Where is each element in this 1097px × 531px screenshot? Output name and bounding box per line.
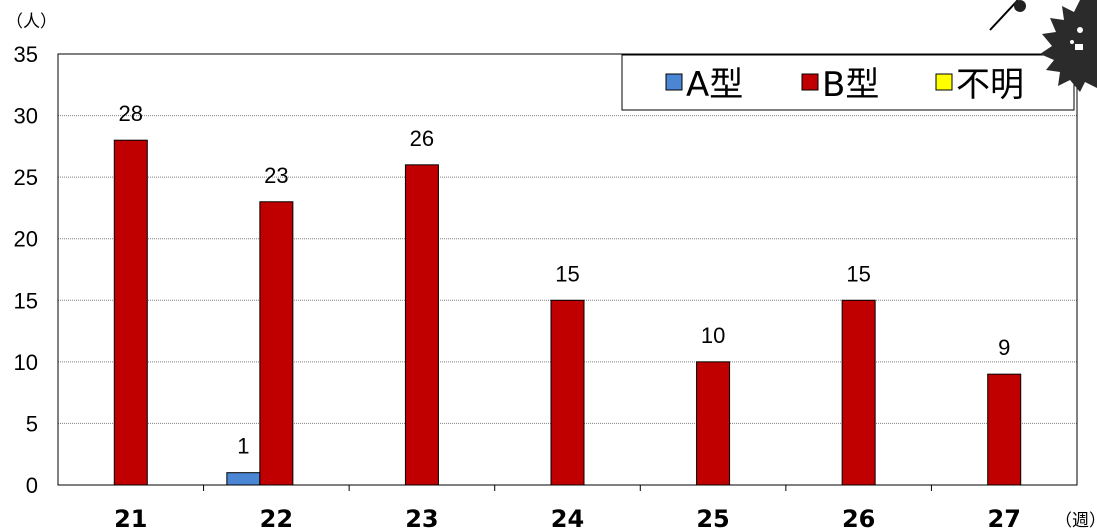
- bar: [404, 164, 439, 486]
- y-tick-label: 5: [26, 411, 38, 436]
- x-tick-label: 22: [260, 505, 293, 531]
- y-tick-label: 35: [14, 42, 38, 67]
- bar: [259, 201, 294, 486]
- x-tick-label: 27: [988, 505, 1021, 531]
- data-label: 28: [119, 101, 143, 126]
- bar: [113, 139, 148, 486]
- data-label: 23: [264, 163, 288, 188]
- bar: [550, 299, 585, 486]
- mascot-illustration: [989, 0, 1097, 92]
- bar: [987, 373, 1022, 486]
- data-label: 15: [846, 261, 870, 286]
- x-tick-label: 24: [551, 505, 584, 531]
- legend-swatch-a: [665, 73, 683, 91]
- x-axis-unit-label: （週）: [1055, 511, 1097, 531]
- data-label: 10: [701, 323, 725, 348]
- x-tick-label: 21: [114, 505, 147, 531]
- legend-label-unknown: 不明: [956, 65, 1024, 105]
- legend: A型 B型 不明: [621, 54, 1075, 111]
- legend-item-a: A型: [665, 65, 743, 105]
- y-axis-unit-label: （人）: [6, 12, 57, 32]
- legend-item-b: B型: [801, 65, 879, 105]
- bar: [696, 361, 731, 486]
- y-tick-label: 10: [14, 350, 38, 375]
- data-label: 9: [998, 335, 1010, 360]
- data-labels: 1 28 23 26 15 10 15 9: [119, 101, 1011, 458]
- x-axis-ticks: 21 22 23 24 25 26 27: [114, 485, 1021, 531]
- data-label: 26: [410, 126, 434, 151]
- y-tick-label: 15: [14, 288, 38, 313]
- legend-swatch-b: [801, 73, 819, 91]
- bars: [113, 139, 1022, 486]
- legend-box: [621, 54, 1075, 111]
- y-tick-label: 20: [14, 227, 38, 252]
- legend-swatch-unknown: [935, 73, 953, 91]
- legend-item-unknown: 不明: [935, 65, 1024, 105]
- data-label: 15: [555, 261, 579, 286]
- data-label: 1: [237, 434, 249, 459]
- y-tick-label: 25: [14, 165, 38, 190]
- bar: [841, 299, 876, 486]
- x-tick-label: 23: [405, 505, 438, 531]
- legend-label-b: B型: [822, 65, 879, 105]
- y-tick-label: 0: [26, 473, 38, 498]
- x-tick-label: 25: [696, 505, 729, 531]
- bar: [226, 472, 261, 486]
- x-tick-label: 26: [842, 505, 875, 531]
- y-tick-label: 30: [14, 104, 38, 129]
- legend-label-a: A型: [686, 65, 743, 105]
- y-axis-ticks: 0 5 10 15 20 25 30 35: [14, 42, 38, 498]
